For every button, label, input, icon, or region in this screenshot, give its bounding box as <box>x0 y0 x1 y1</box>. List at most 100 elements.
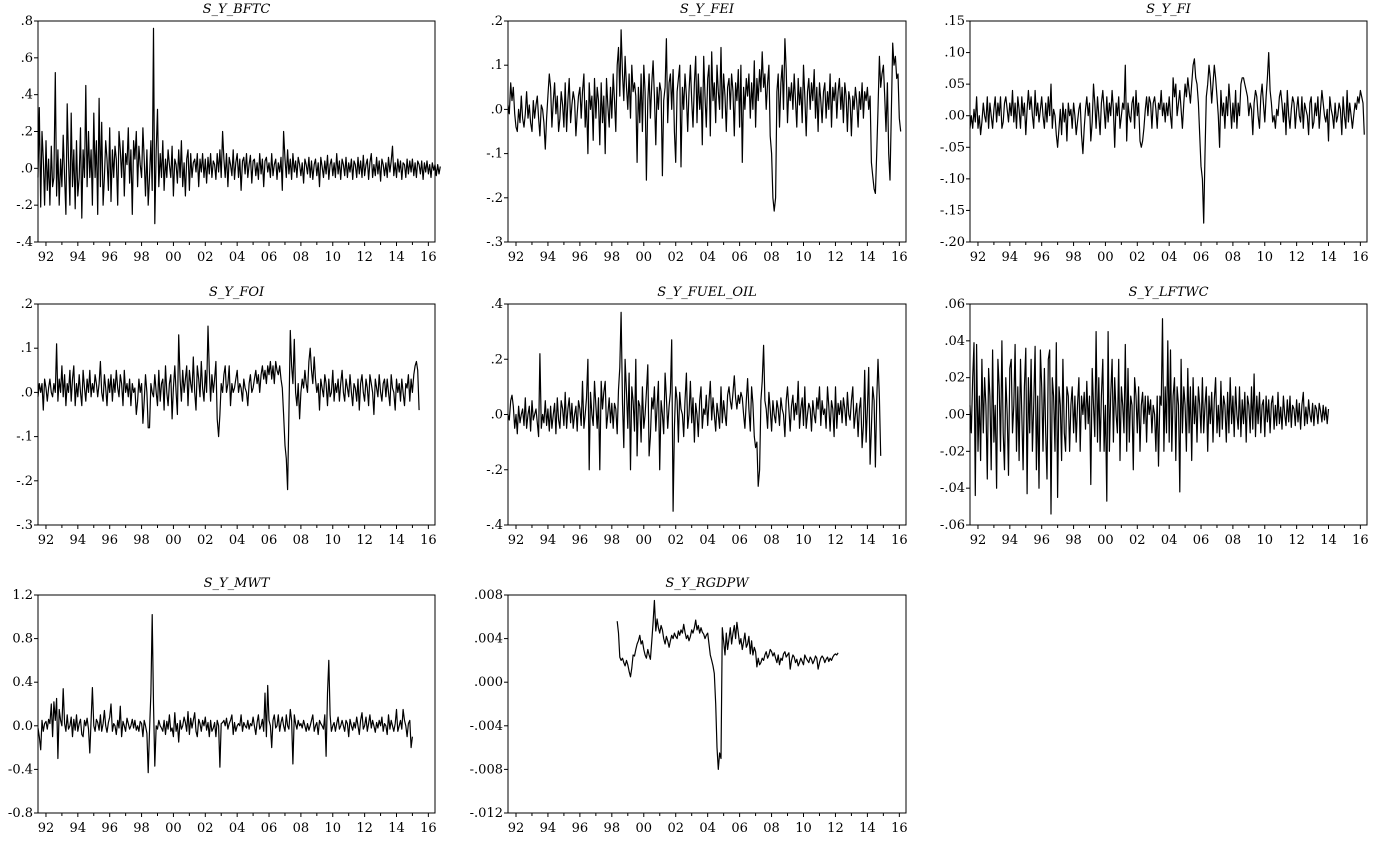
y-tick-label: -.20 <box>940 235 965 250</box>
y-tick-label: .8 <box>21 14 33 29</box>
x-tick-label: 96 <box>101 821 118 836</box>
y-tick-label: .0 <box>21 161 33 176</box>
x-tick-label: 04 <box>229 533 246 548</box>
y-tick-label: .02 <box>944 371 965 386</box>
y-tick-label: -.05 <box>940 140 965 155</box>
x-tick-label: 08 <box>763 821 780 836</box>
y-tick-label: .00 <box>944 109 965 124</box>
panel-s-y-mwt: S_Y_MWT 1.2 0.8 0.4 0.0 -0.4 -0.8 92 94 96 98 00 02 0… <box>8 576 437 836</box>
x-tick-label: 16 <box>420 250 437 265</box>
x-tick-label: 04 <box>699 250 716 265</box>
panel-s-y-bftc: S_Y_BFTC .8 .6 .4 .2 .0 -.2 -.4 92 94 96 98 00 02 04 06… <box>16 2 441 265</box>
panel-title: S_Y_RGDPW <box>665 576 750 591</box>
x-tick-label: 14 <box>859 250 876 265</box>
x-tick-label: 06 <box>731 250 748 265</box>
x-tick-label: 00 <box>165 250 182 265</box>
x-tick-label: 08 <box>763 533 780 548</box>
x-tick-label: 00 <box>635 533 652 548</box>
y-tick-label: .0 <box>21 385 33 400</box>
panel-title: S_Y_FEI <box>680 2 735 17</box>
y-tick-label: -.2 <box>486 463 503 478</box>
x-tick-label: 96 <box>1033 250 1050 265</box>
x-tick-label: 10 <box>324 533 341 548</box>
series-line <box>37 325 420 491</box>
x-tick-label: 96 <box>572 533 589 548</box>
series-line <box>969 51 1365 224</box>
panel-s-y-fi: S_Y_FI .15 .10 .05 .00 -.05 -.10 -.15 -.20 92 94 96… <box>940 2 1369 265</box>
x-tick-label: 98 <box>1065 250 1082 265</box>
y-tick-label: .000 <box>474 675 503 690</box>
x-tick-label: 00 <box>1097 250 1114 265</box>
x-tick-label: 02 <box>1129 250 1146 265</box>
x-tick-label: 00 <box>165 821 182 836</box>
x-tick-label: 06 <box>261 821 278 836</box>
x-tick-label: 02 <box>1129 533 1146 548</box>
x-tick-label: 16 <box>1352 533 1369 548</box>
x-tick-label: 94 <box>1002 250 1019 265</box>
series-line <box>969 318 1330 515</box>
x-tick-label: 12 <box>827 821 844 836</box>
x-tick-label: 04 <box>229 821 246 836</box>
x-tick-label: 06 <box>1193 250 1210 265</box>
x-tick-label: 94 <box>1002 533 1019 548</box>
x-tick-label: 06 <box>731 533 748 548</box>
x-tick-label: 04 <box>1161 533 1178 548</box>
x-tick-label: 12 <box>827 533 844 548</box>
y-tick-label: .04 <box>944 334 965 349</box>
x-tick-label: 96 <box>572 250 589 265</box>
panel-title: S_Y_FOI <box>209 285 265 300</box>
x-tick-label: 04 <box>229 250 246 265</box>
y-tick-label: .1 <box>491 58 503 73</box>
x-tick-label: 08 <box>293 533 310 548</box>
plot-frame <box>507 594 907 814</box>
y-tick-label: -.004 <box>470 719 503 734</box>
x-tick-label: 08 <box>293 821 310 836</box>
y-tick-label: .4 <box>491 297 503 312</box>
x-tick-label: 92 <box>508 250 525 265</box>
y-tick-label: .0 <box>491 408 503 423</box>
plot-frame <box>37 594 436 814</box>
x-tick-label: 96 <box>101 533 118 548</box>
y-tick-label: -.3 <box>486 235 503 250</box>
x-tick-label: 14 <box>1320 250 1337 265</box>
x-tick-label: 06 <box>261 533 278 548</box>
x-tick-label: 00 <box>635 250 652 265</box>
x-tick-label: 12 <box>356 250 373 265</box>
y-tick-label: .2 <box>21 125 33 140</box>
series-line <box>37 613 413 774</box>
y-tick-label: 0.0 <box>12 719 33 734</box>
x-tick-label: 92 <box>508 821 525 836</box>
x-tick-label: 06 <box>1193 533 1210 548</box>
x-tick-label: 94 <box>540 533 557 548</box>
y-tick-label: .10 <box>944 46 965 61</box>
x-tick-label: 16 <box>420 821 437 836</box>
x-tick-label: 10 <box>795 821 812 836</box>
x-tick-label: 96 <box>1033 533 1050 548</box>
y-tick-label: -.04 <box>940 481 965 496</box>
x-tick-label: 94 <box>540 250 557 265</box>
x-tick-label: 94 <box>70 533 87 548</box>
x-tick-label: 16 <box>420 533 437 548</box>
series-line <box>616 599 839 771</box>
y-tick-label: -.4 <box>486 518 503 533</box>
y-tick-label: 0.8 <box>12 632 33 647</box>
x-tick-label: 12 <box>1288 250 1305 265</box>
x-tick-label: 10 <box>1256 533 1273 548</box>
panel-title: S_Y_BFTC <box>203 2 271 17</box>
y-tick-label: .2 <box>491 14 503 29</box>
x-tick-label: 10 <box>324 821 341 836</box>
x-tick-label: 02 <box>667 533 684 548</box>
x-tick-label: 98 <box>133 533 150 548</box>
x-tick-label: 98 <box>604 250 621 265</box>
x-tick-label: 00 <box>635 821 652 836</box>
x-tick-label: 92 <box>970 250 987 265</box>
y-tick-label: .15 <box>944 14 965 29</box>
x-tick-label: 12 <box>356 533 373 548</box>
y-tick-label: .00 <box>944 408 965 423</box>
x-tick-label: 14 <box>388 533 405 548</box>
x-tick-label: 14 <box>388 250 405 265</box>
x-tick-label: 92 <box>970 533 987 548</box>
x-tick-label: 98 <box>1065 533 1082 548</box>
y-tick-label: .6 <box>21 51 33 66</box>
y-tick-label: 0.4 <box>12 675 33 690</box>
